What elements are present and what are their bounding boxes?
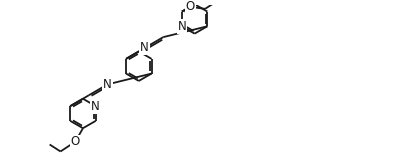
Text: N: N — [140, 41, 149, 55]
Text: N: N — [91, 100, 100, 113]
Text: O: O — [185, 0, 195, 13]
Text: N: N — [103, 78, 112, 91]
Text: N: N — [177, 20, 186, 33]
Text: O: O — [71, 135, 80, 148]
